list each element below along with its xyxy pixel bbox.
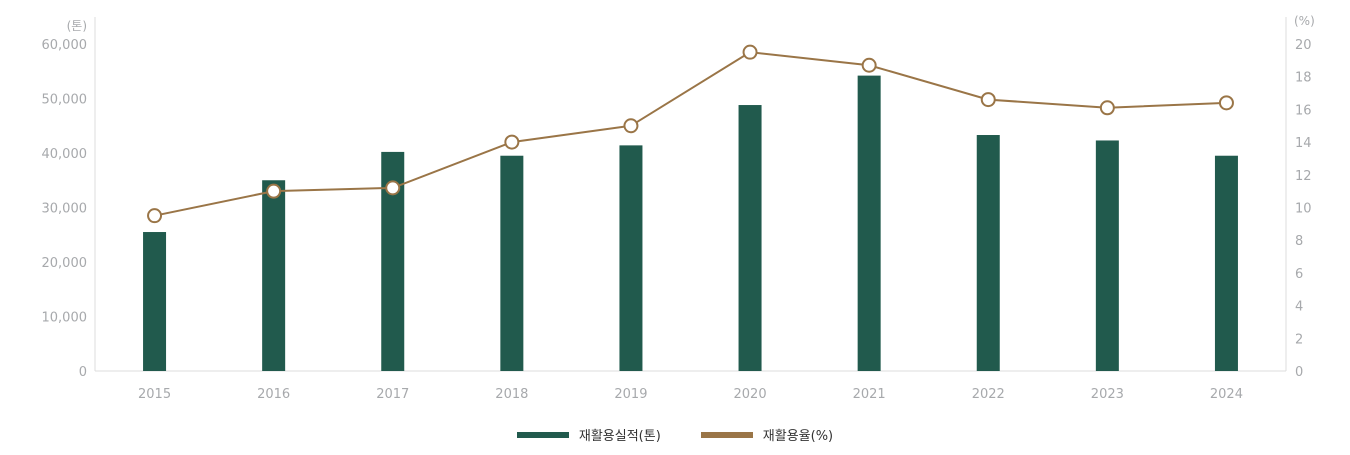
left-axis: (톤) 0 10,000 20,000 30,000 40,000 50,000 60,000: [42, 17, 96, 380]
left-tick-label: 40,000: [42, 147, 88, 162]
legend-swatch-bar: [516, 431, 569, 438]
line-point: [385, 180, 401, 196]
right-tick-label: 10: [1295, 202, 1312, 217]
x-tick-label: 2019: [614, 387, 647, 402]
bar: [1095, 140, 1119, 371]
bar: [976, 135, 1000, 371]
legend: 재활용실적(톤) 재활용율(%): [0, 425, 1350, 444]
x-tick-label: 2017: [376, 387, 409, 402]
x-tick-label: 2016: [257, 387, 290, 402]
right-tick-label: 4: [1295, 300, 1303, 315]
right-tick-label: 2: [1295, 332, 1303, 347]
bar: [143, 232, 167, 371]
line-point: [861, 57, 877, 73]
bar: [857, 75, 881, 372]
left-tick-label: 10,000: [42, 311, 88, 326]
bar: [619, 145, 643, 371]
legend-label-bar: 재활용실적(톤): [578, 429, 661, 444]
bar: [262, 180, 286, 371]
line-point: [980, 92, 996, 108]
line-point: [742, 44, 758, 60]
left-tick-label: 60,000: [42, 38, 88, 53]
left-tick-label: 20,000: [42, 256, 88, 271]
right-tick-label: 16: [1295, 103, 1312, 118]
right-axis-unit: (%): [1294, 14, 1315, 28]
x-axis: 2015 2016 2017 2018 2019 2020 2021 2022 2023 2024: [95, 370, 1286, 402]
right-tick-label: 14: [1295, 136, 1312, 151]
bar-series: [143, 75, 1238, 372]
right-tick-label: 12: [1295, 169, 1312, 184]
left-tick-label: 50,000: [42, 93, 88, 108]
right-tick-label: 18: [1295, 71, 1312, 86]
right-tick-label: 0: [1295, 365, 1303, 380]
bar: [500, 155, 524, 371]
x-tick-label: 2015: [138, 387, 171, 402]
legend-label-line: 재활용율(%): [762, 429, 834, 444]
bar: [381, 151, 405, 371]
line-point: [1218, 95, 1234, 111]
left-axis-unit: (톤): [67, 19, 87, 33]
bar: [738, 105, 762, 371]
line-point: [147, 208, 163, 224]
right-tick-label: 6: [1295, 267, 1303, 282]
legend-item-bar: 재활용실적(톤): [516, 425, 661, 444]
right-axis: (%) 0 2 4 6 8 10 12 14 16 18 20: [1285, 14, 1315, 380]
line-point: [504, 134, 520, 150]
x-tick-label: 2020: [734, 387, 767, 402]
legend-swatch-line: [700, 431, 753, 438]
x-tick-label: 2022: [972, 387, 1005, 402]
left-tick-label: 0: [79, 365, 87, 380]
x-tick-label: 2024: [1210, 387, 1243, 402]
x-tick-label: 2023: [1091, 387, 1124, 402]
left-tick-label: 30,000: [42, 202, 88, 217]
right-tick-label: 20: [1295, 38, 1312, 53]
line-point: [266, 183, 282, 199]
line-point: [623, 118, 639, 134]
line-point: [1099, 100, 1115, 116]
bar: [1214, 155, 1238, 371]
line-series: [147, 44, 1234, 224]
right-tick-label: 8: [1295, 234, 1303, 249]
x-tick-label: 2018: [495, 387, 528, 402]
legend-item-line: 재활용율(%): [700, 425, 834, 444]
x-tick-label: 2021: [853, 387, 886, 402]
series-line: [154, 51, 1227, 217]
